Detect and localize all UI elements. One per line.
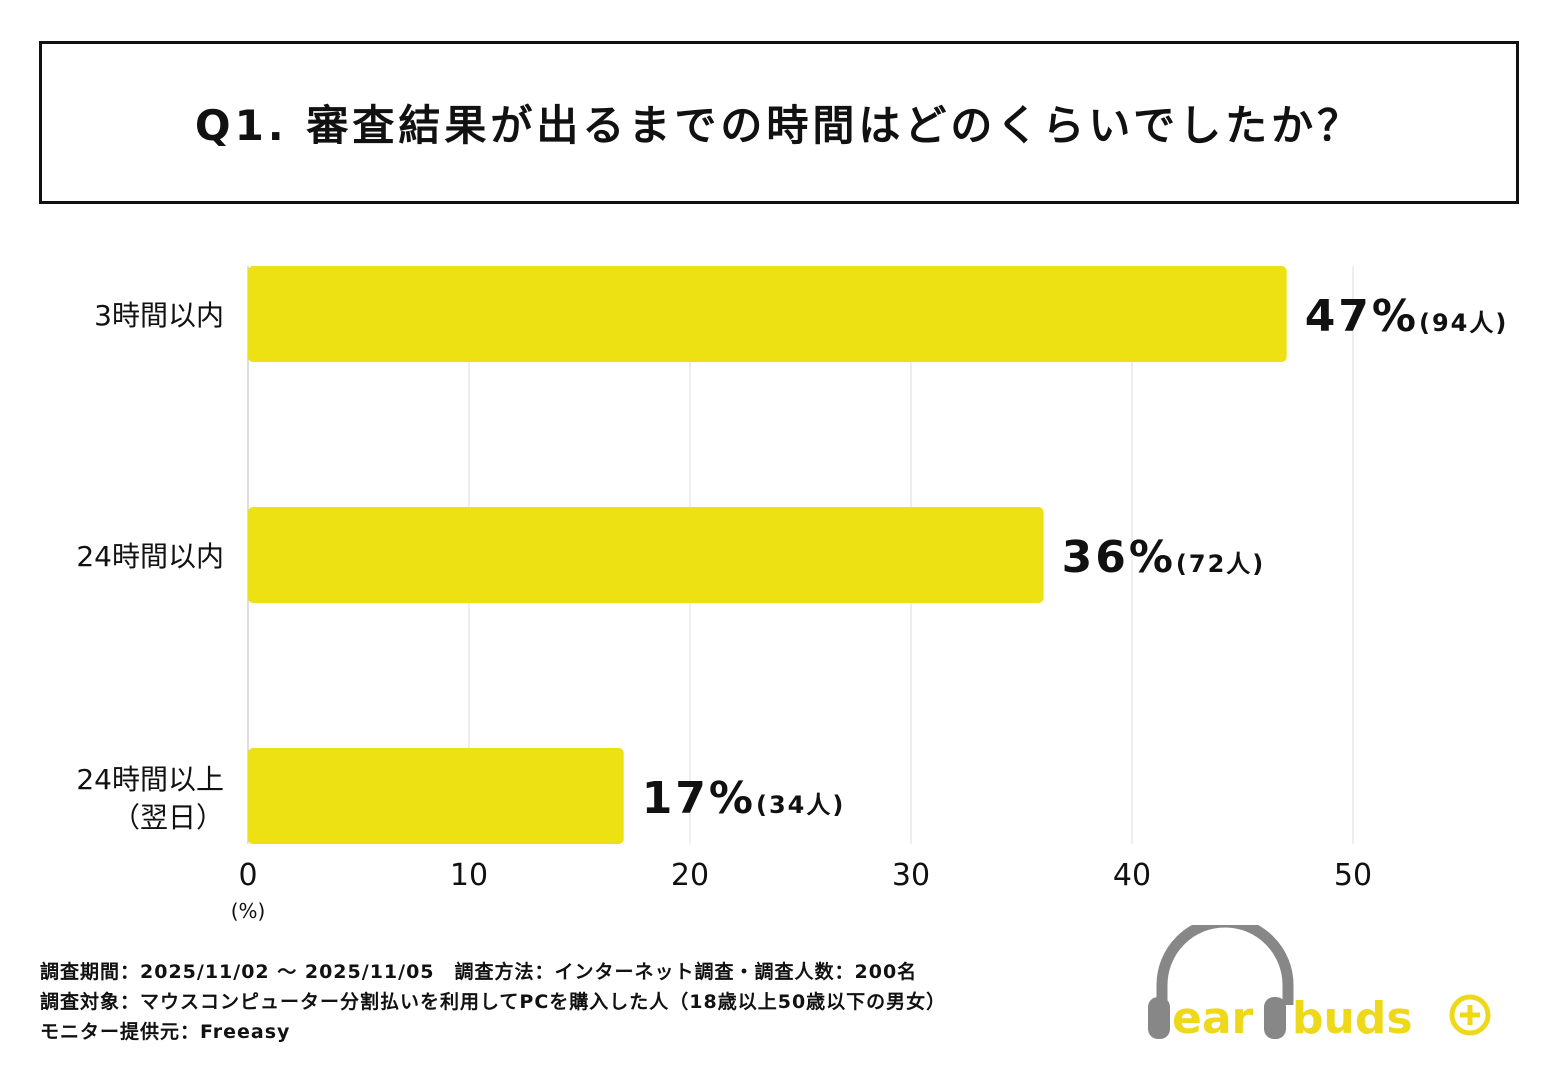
category-label: 3時間以内 [94, 299, 224, 332]
x-tick-label: 10 [450, 858, 488, 893]
x-tick-label: 20 [671, 858, 709, 893]
headphone-right-icon [1264, 997, 1286, 1039]
plus-circle-icon [1449, 994, 1491, 1036]
category-label: 24時間以上 [76, 763, 224, 796]
title-box: Q1. 審査結果が出るまでの時間はどのくらいでしたか？ [39, 41, 1519, 204]
x-tick-label: 50 [1334, 858, 1372, 893]
headphone-left-icon [1148, 997, 1170, 1039]
svg-text:buds: buds [1292, 993, 1413, 1044]
value-label: 47%(94人) [1305, 291, 1509, 342]
footer-target: 調査対象：マウスコンピューター分割払いを利用してPCを購入した人（18歳以上50… [40, 991, 947, 1013]
bar [248, 748, 624, 844]
bar [248, 507, 1044, 603]
x-unit-label: (%) [231, 899, 266, 923]
category-label: （翌日） [112, 801, 224, 834]
bar [248, 266, 1287, 362]
x-tick-label: 0 [238, 858, 257, 893]
category-label: 24時間以内 [76, 540, 224, 573]
earbuds-logo: ear buds [1148, 925, 1491, 1044]
footer-provider: モニター提供元：Freeasy [40, 1021, 291, 1043]
chart-title: Q1. 審査結果が出るまでの時間はどのくらいでしたか？ [194, 101, 1364, 150]
x-tick-label: 30 [892, 858, 930, 893]
value-label: 36%(72人) [1062, 532, 1266, 583]
footer-period: 調査期間：2025/11/02 ～ 2025/11/05 調査方法：インターネッ… [40, 961, 918, 983]
value-label: 17%(34人) [642, 773, 846, 824]
x-tick-label: 40 [1113, 858, 1151, 893]
svg-text:ear: ear [1172, 993, 1254, 1044]
